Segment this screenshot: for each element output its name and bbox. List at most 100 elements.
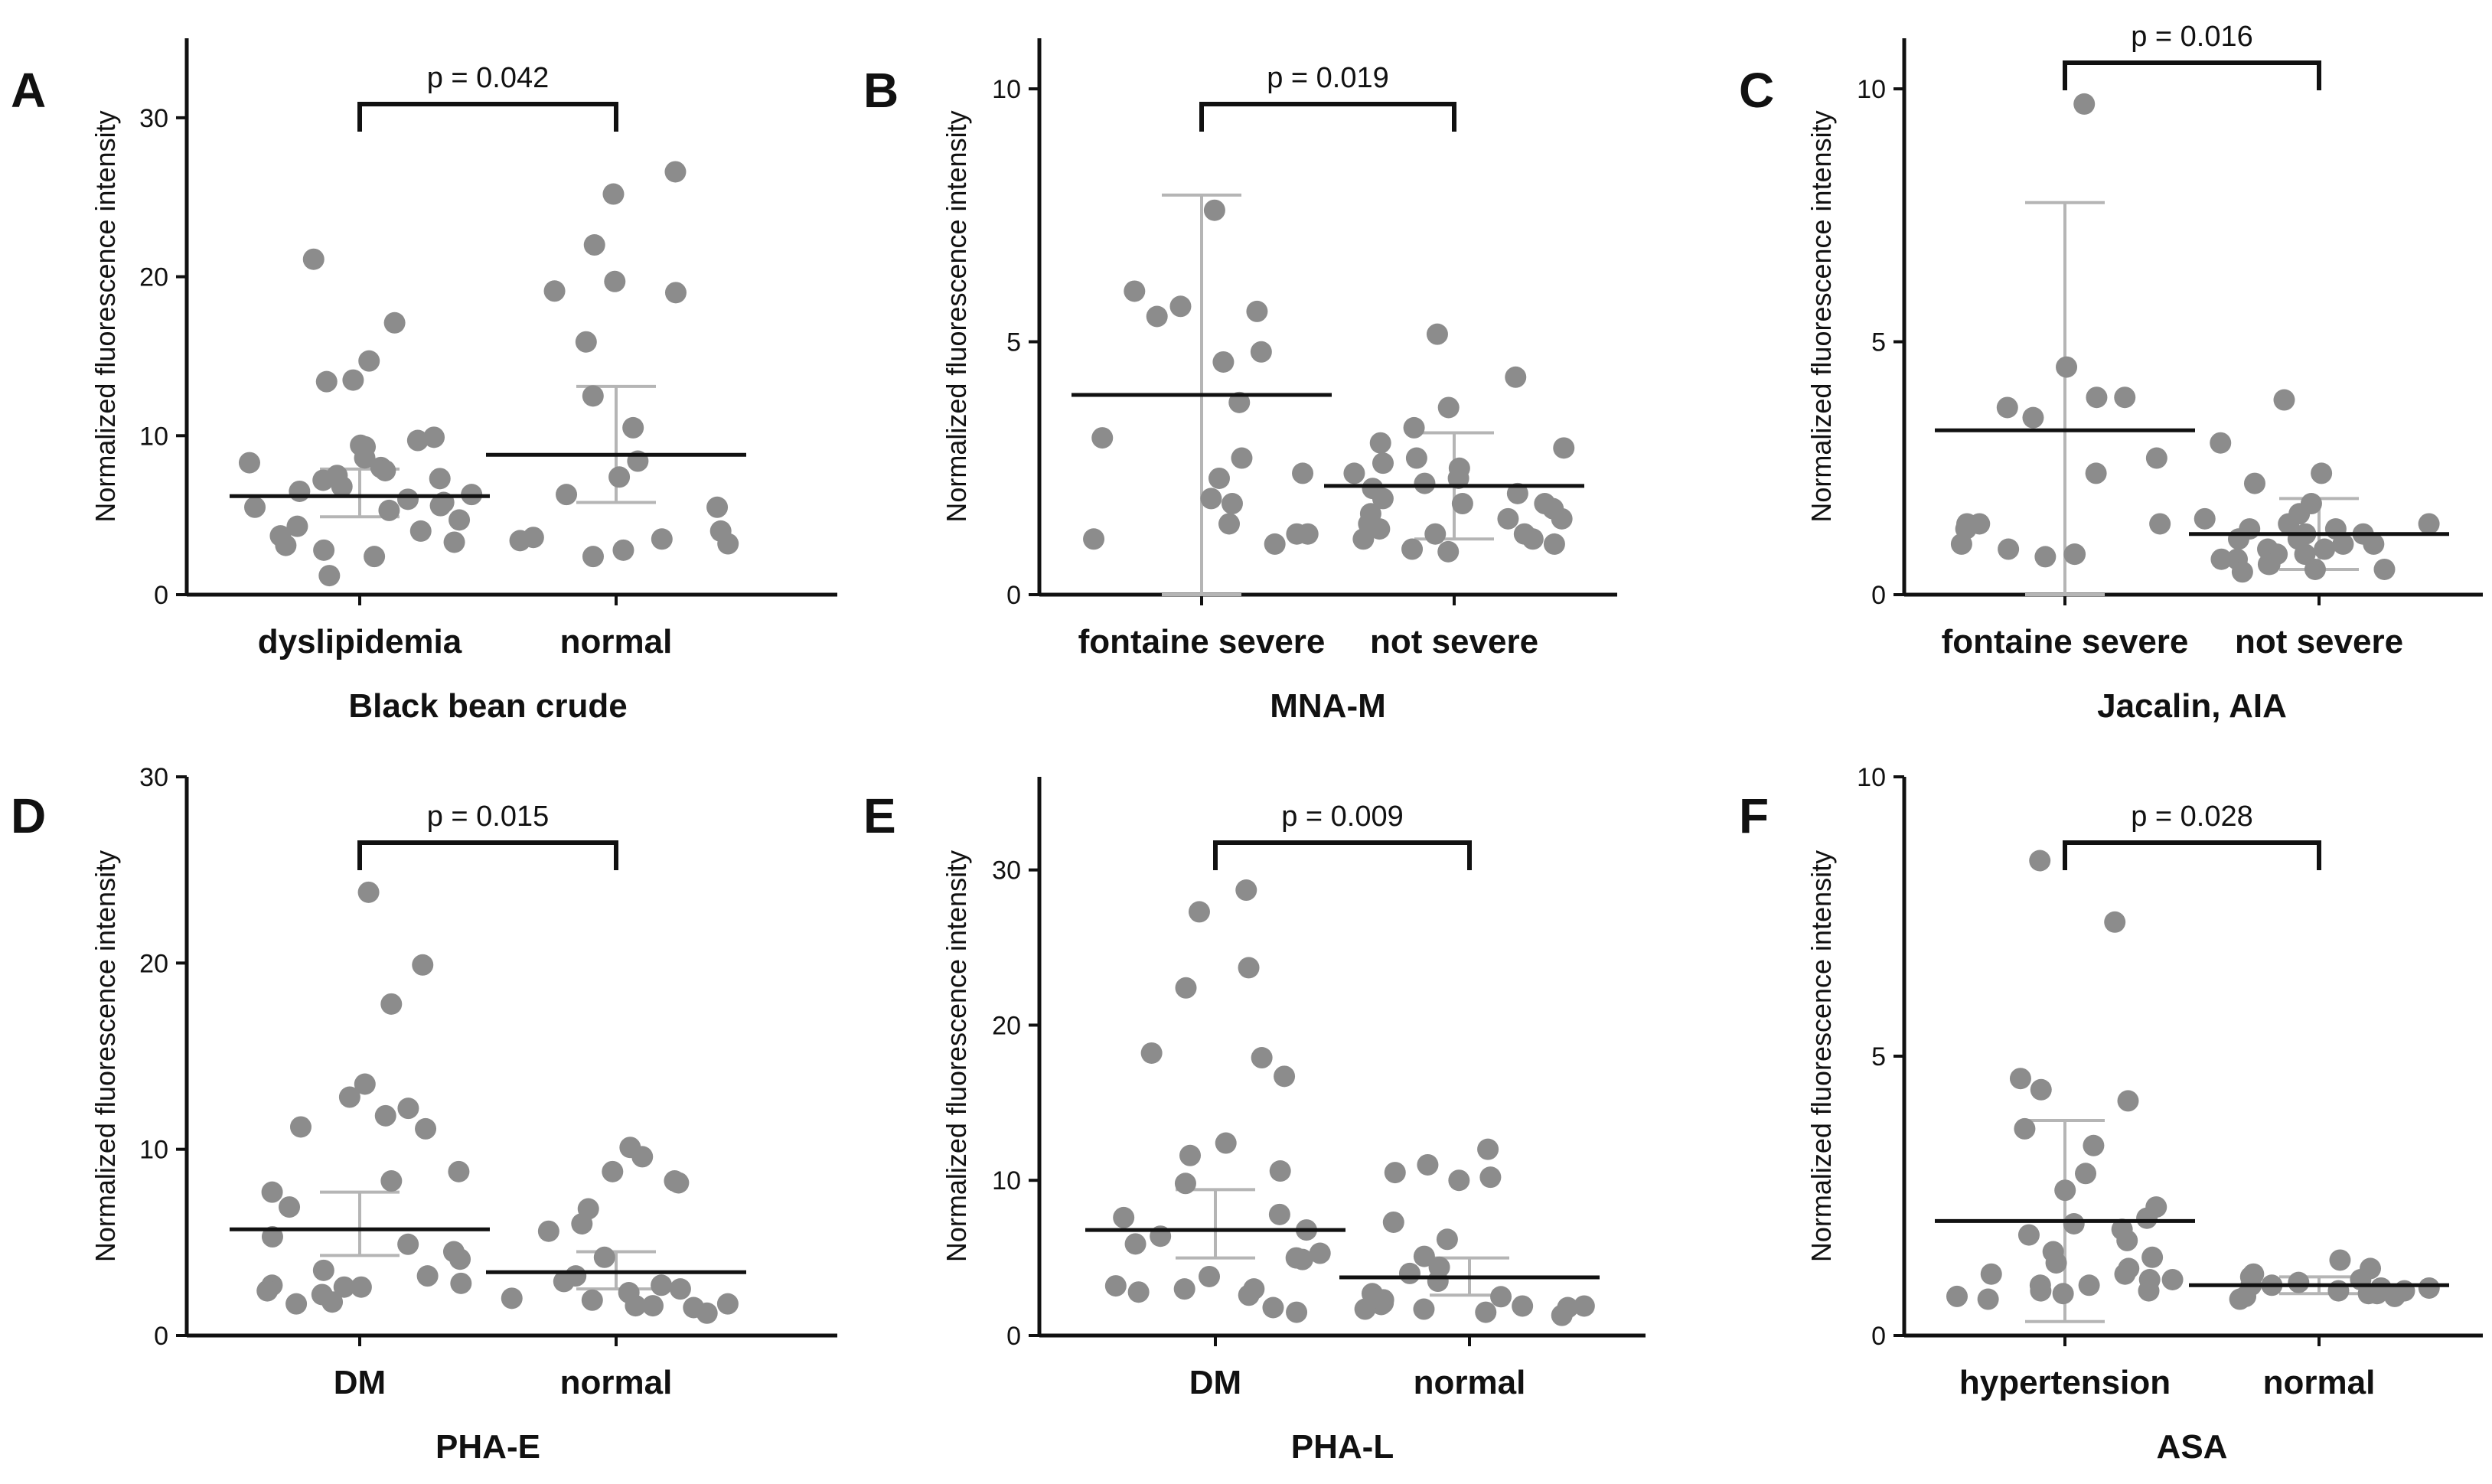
data-point-d [350, 1276, 372, 1298]
data-point-c [2064, 543, 2086, 566]
data-point-e [1269, 1160, 1291, 1182]
data-point-d [256, 1280, 279, 1302]
data-point-c [1950, 533, 1972, 555]
data-point-a [706, 496, 729, 518]
data-point-c [2278, 513, 2300, 535]
data-point-b [1264, 533, 1286, 555]
data-point-c [2273, 389, 2295, 411]
data-point-b [1543, 533, 1565, 555]
p-value-d: p = 0.015 [427, 801, 550, 833]
data-point-c [2056, 356, 2078, 378]
data-point-c [2243, 472, 2265, 494]
data-point-f [1946, 1285, 1968, 1307]
data-point-b [1372, 452, 1394, 475]
data-point-f [1977, 1288, 1999, 1310]
data-point-c [2294, 543, 2316, 566]
data-point-b [1497, 507, 1519, 530]
data-point-b [1424, 523, 1447, 545]
data-point-c [2227, 528, 2249, 550]
data-point-c [2114, 386, 2136, 409]
data-point-e [1384, 1162, 1406, 1184]
data-point-d [312, 1259, 334, 1281]
data-point-e [1251, 1047, 1273, 1069]
data-point-a [312, 469, 334, 491]
data-point-a [383, 311, 406, 334]
data-point-d [667, 1172, 690, 1194]
data-point-a [342, 369, 364, 391]
data-point-b [1124, 280, 1146, 302]
data-point-a [429, 494, 452, 517]
data-point-b [1403, 416, 1425, 439]
y-tick-label-d: 30 [139, 763, 168, 792]
data-point-e [1370, 1293, 1392, 1316]
data-point-c [2257, 553, 2279, 576]
data-point-e [1173, 1278, 1195, 1300]
data-point-f [2141, 1246, 2164, 1268]
y-tick-label-a: 20 [139, 263, 168, 292]
data-point-c [2304, 558, 2326, 580]
data-point-b [1369, 432, 1391, 454]
x-axis-title-e: PHA-L [1291, 1428, 1394, 1466]
y-tick-label-e: 10 [992, 1166, 1021, 1195]
category-label-b: fontaine severe [1078, 623, 1326, 660]
x-axis-title-a: Black bean crude [348, 687, 627, 725]
data-point-a [612, 539, 634, 561]
panel-letter-f: F [1739, 788, 1769, 843]
data-point-f [2229, 1288, 2251, 1310]
data-point-e [1274, 1065, 1296, 1088]
data-point-d [641, 1295, 664, 1317]
data-point-f [2075, 1163, 2097, 1185]
data-point-d [553, 1270, 575, 1293]
data-point-e [1479, 1166, 1502, 1189]
data-point-f [2366, 1283, 2388, 1305]
panel-letter-c: C [1739, 63, 1774, 118]
data-point-d [696, 1302, 718, 1324]
category-label-e: normal [1414, 1364, 1526, 1401]
data-point-e [1475, 1301, 1497, 1323]
data-point-f [2116, 1229, 2138, 1251]
y-axis-label-d: Normalized fluorescence intensity [90, 850, 121, 1262]
data-point-b [1553, 437, 1575, 459]
data-point-e [1113, 1206, 1135, 1228]
data-point-f [2029, 850, 2051, 872]
data-point-d [625, 1295, 647, 1317]
data-point-b [1437, 396, 1460, 419]
data-point-f [2063, 1213, 2085, 1234]
category-label-a: dyslipidemia [258, 623, 462, 660]
data-point-f [2383, 1285, 2406, 1307]
data-point-a [318, 565, 341, 587]
data-point-b [1146, 305, 1168, 328]
data-point-d [448, 1160, 470, 1182]
data-point-e [1573, 1295, 1595, 1317]
y-tick-label-c: 10 [1857, 75, 1886, 104]
data-point-a [406, 429, 429, 452]
panel-letter-d: D [11, 788, 46, 843]
significance-bracket-b [1199, 102, 1456, 132]
significance-bracket-d [357, 840, 618, 870]
data-point-f [2418, 1277, 2440, 1299]
data-point-a [244, 496, 266, 518]
data-point-b [1246, 300, 1268, 322]
data-point-d [593, 1246, 615, 1268]
p-value-f: p = 0.028 [2131, 801, 2253, 833]
data-point-f [2009, 1068, 2031, 1090]
data-point-a [313, 539, 335, 561]
y-tick-label-d: 10 [139, 1136, 168, 1165]
y-axis-label-a: Normalized fluorescence intensity [90, 110, 121, 522]
data-point-f [2117, 1090, 2139, 1112]
data-point-d [321, 1291, 344, 1313]
data-point-d [380, 993, 403, 1015]
data-point-a [556, 484, 578, 506]
data-point-d [450, 1272, 472, 1294]
data-point-d [501, 1287, 523, 1310]
category-label-e: DM [1189, 1364, 1241, 1401]
data-point-e [1436, 1228, 1458, 1251]
y-tick-label-e: 0 [1006, 1322, 1021, 1351]
data-point-e [1417, 1153, 1439, 1176]
category-label-f: hypertension [1959, 1364, 2171, 1401]
data-point-d [357, 881, 380, 903]
data-point-c [2311, 462, 2333, 484]
data-point-c [2210, 432, 2232, 454]
p-value-b: p = 0.019 [1267, 62, 1389, 94]
data-point-a [315, 370, 338, 393]
